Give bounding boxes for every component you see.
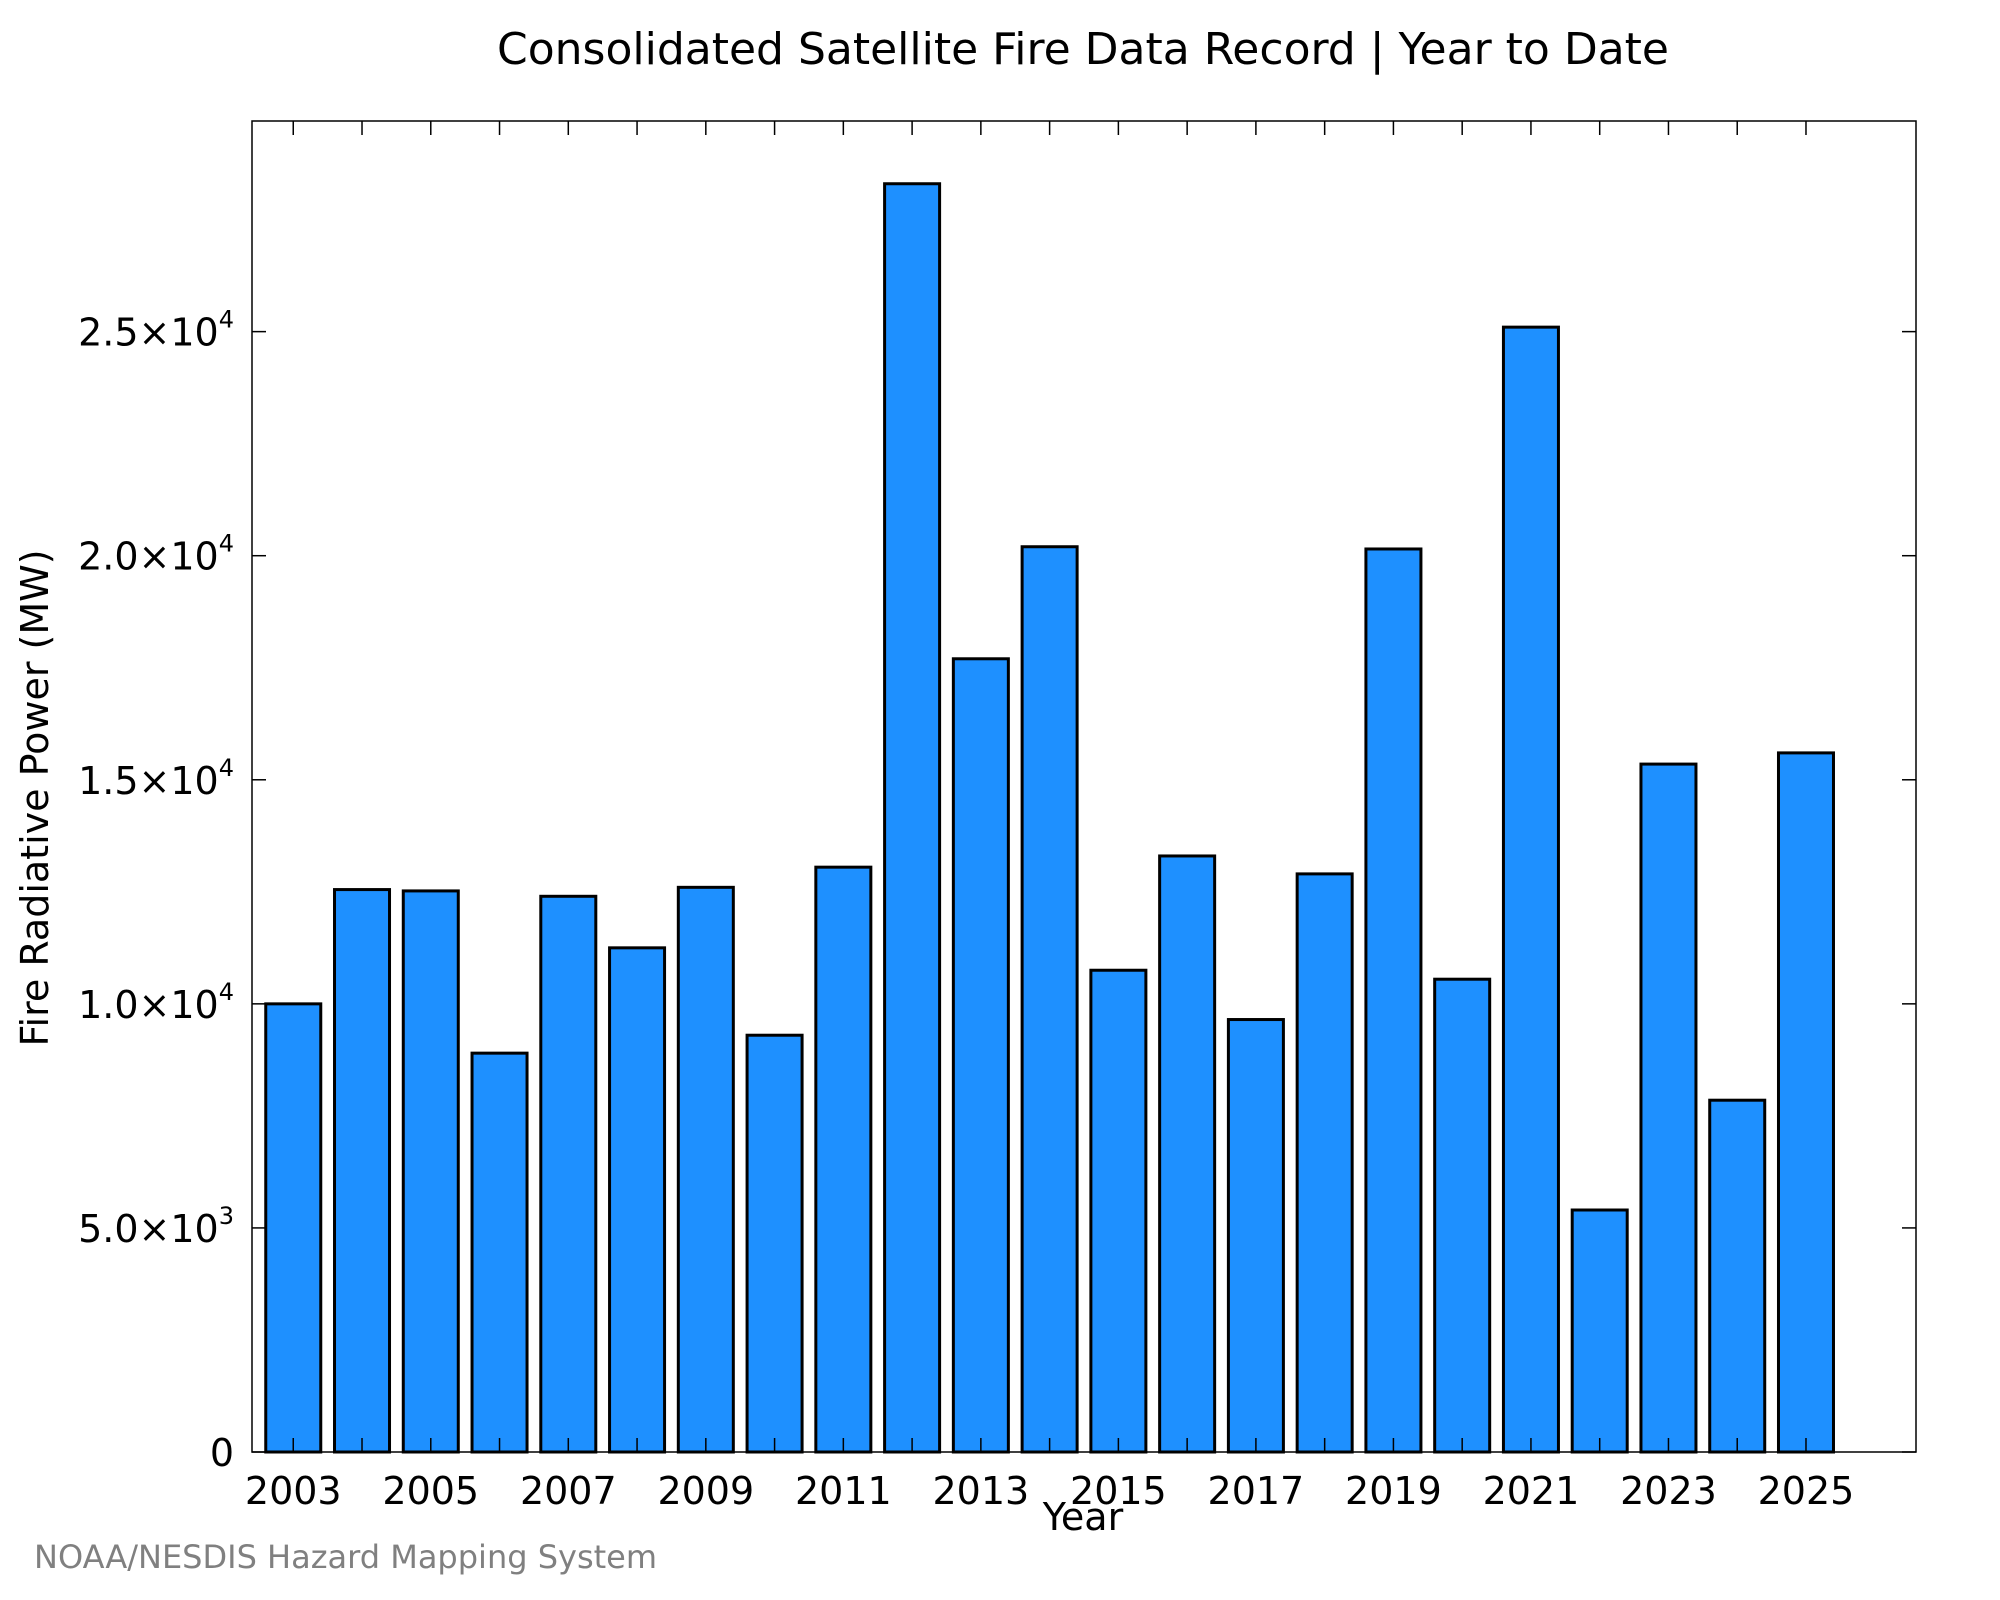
bar-2019 xyxy=(1364,547,1423,1454)
credit-text: NOAA/NESDIS Hazard Mapping System xyxy=(34,1538,658,1576)
x-tick-label: 2013 xyxy=(933,1469,1030,1513)
bar-2015 xyxy=(1089,968,1148,1454)
x-tick-label: 2025 xyxy=(1758,1469,1855,1513)
x-tick-label: 2005 xyxy=(382,1469,479,1513)
y-tick-label: 2.5×104 xyxy=(78,306,234,355)
bar-2020 xyxy=(1433,977,1492,1454)
bar-2012 xyxy=(883,182,942,1454)
bar-2017 xyxy=(1226,1018,1285,1454)
bar-2023 xyxy=(1639,762,1698,1454)
x-tick-label: 2015 xyxy=(1070,1469,1167,1513)
plot-frame xyxy=(251,120,1917,1453)
x-tick-label: 2003 xyxy=(245,1469,342,1513)
bar-2011 xyxy=(814,865,873,1454)
bar-2016 xyxy=(1158,854,1217,1454)
bar-2022 xyxy=(1570,1208,1629,1454)
bar-2018 xyxy=(1295,872,1354,1454)
bar-2003 xyxy=(264,1002,323,1454)
x-tick-label: 2021 xyxy=(1483,1469,1580,1513)
y-tick-label: 1.0×104 xyxy=(78,978,234,1027)
x-tick-label: 2023 xyxy=(1620,1469,1717,1513)
bar-2025 xyxy=(1776,751,1835,1454)
bar-2005 xyxy=(401,889,460,1454)
bar-2014 xyxy=(1020,545,1079,1454)
y-tick-label: 0 xyxy=(210,1431,234,1475)
bar-2010 xyxy=(745,1033,804,1454)
bar-2006 xyxy=(470,1051,529,1454)
bars-group xyxy=(264,182,1835,1454)
x-tick-label: 2009 xyxy=(657,1469,754,1513)
bar-2021 xyxy=(1501,325,1560,1454)
y-tick-label: 1.5×104 xyxy=(78,754,234,803)
y-tick-label: 5.0×103 xyxy=(78,1202,234,1251)
bar-2004 xyxy=(333,888,392,1454)
bar-2013 xyxy=(951,657,1010,1454)
bar-2007 xyxy=(539,894,598,1454)
x-tick-label: 2019 xyxy=(1345,1469,1442,1513)
x-axis-label: Year xyxy=(1042,1495,1124,1539)
bar-2009 xyxy=(676,885,735,1454)
x-tick-label: 2017 xyxy=(1208,1469,1305,1513)
bar-2024 xyxy=(1708,1098,1767,1454)
ticks-group: 2003 2005 2007 2009 2011 2013 2015 2017 2019 2021… xyxy=(78,121,1916,1513)
chart-title: Consolidated Satellite Fire Data Record … xyxy=(497,24,1669,75)
x-tick-label: 2007 xyxy=(520,1469,617,1513)
y-axis-label: Fire Radiative Power (MW) xyxy=(13,549,57,1046)
bar-2008 xyxy=(608,946,667,1454)
y-tick-label: 2.0×104 xyxy=(78,530,234,579)
x-tick-label: 2011 xyxy=(795,1469,892,1513)
